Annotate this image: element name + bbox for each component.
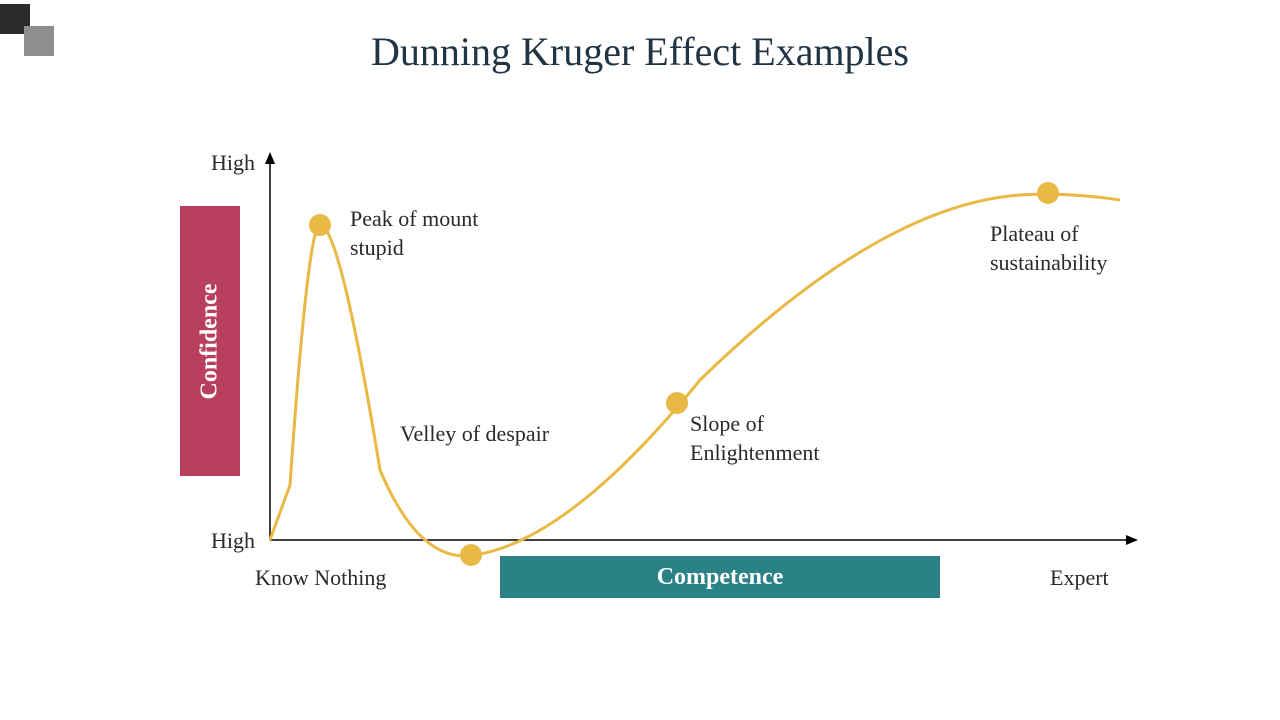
chart-svg: [180, 150, 1140, 580]
x-axis-arrow: [1126, 535, 1138, 545]
y-axis-title: Confidence: [197, 283, 224, 399]
x-axis-title: Competence: [657, 564, 784, 591]
marker-slope: [666, 392, 688, 414]
annotation-peak: Peak of mount stupid: [350, 205, 520, 262]
marker-peak: [309, 214, 331, 236]
y-axis-bottom-label: High: [200, 528, 255, 554]
x-axis-right-label: Expert: [1050, 565, 1109, 591]
y-axis-title-box: Confidence: [180, 206, 240, 476]
dunning-kruger-chart: Confidence High High Know Nothing Expert…: [180, 150, 1140, 580]
page-title: Dunning Kruger Effect Examples: [0, 28, 1280, 75]
marker-valley: [460, 544, 482, 566]
annotation-slope: Slope of Enlightenment: [690, 410, 890, 467]
annotation-valley: Velley of despair: [400, 420, 600, 449]
x-axis-left-label: Know Nothing: [255, 565, 386, 591]
x-axis-title-box: Competence: [500, 556, 940, 598]
annotation-plateau: Plateau of sustainability: [990, 220, 1170, 277]
y-axis-top-label: High: [200, 150, 255, 176]
marker-plateau: [1037, 182, 1059, 204]
y-axis-arrow: [265, 152, 275, 164]
